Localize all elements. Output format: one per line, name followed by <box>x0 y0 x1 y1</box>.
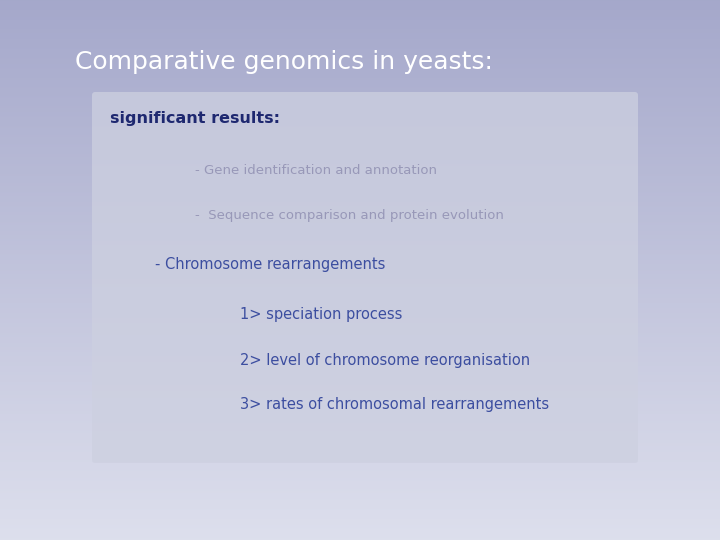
FancyBboxPatch shape <box>92 92 638 463</box>
Text: significant results:: significant results: <box>110 111 280 125</box>
Text: Comparative genomics in yeasts:: Comparative genomics in yeasts: <box>75 50 493 74</box>
Text: 2> level of chromosome reorganisation: 2> level of chromosome reorganisation <box>240 353 530 368</box>
Text: - Chromosome rearrangements: - Chromosome rearrangements <box>155 256 385 272</box>
Text: 3> rates of chromosomal rearrangements: 3> rates of chromosomal rearrangements <box>240 397 549 413</box>
Text: 1> speciation process: 1> speciation process <box>240 307 402 322</box>
Text: - Gene identification and annotation: - Gene identification and annotation <box>195 164 437 177</box>
Text: -  Sequence comparison and protein evolution: - Sequence comparison and protein evolut… <box>195 208 504 221</box>
